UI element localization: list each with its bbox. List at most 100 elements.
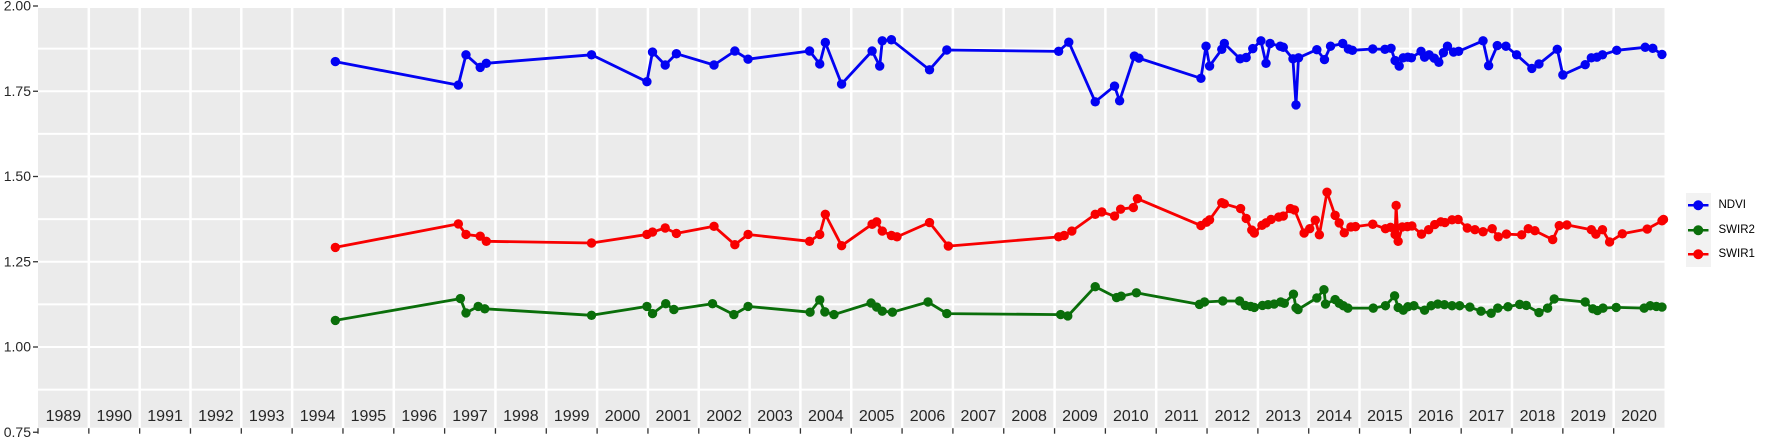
series-point-ndvi — [1534, 59, 1544, 69]
series-point-ndvi — [804, 46, 815, 56]
series-point-ndvi — [461, 50, 471, 60]
y-axis-tick-label: 1.00 — [4, 339, 31, 355]
series-point-swir1 — [1562, 220, 1572, 230]
series-point-ndvi — [1648, 43, 1658, 53]
legend: NDVI SWIR2 SWIR1 — [1686, 193, 1755, 267]
series-point-ndvi — [1442, 41, 1453, 51]
x-axis-year-label: 2016 — [1418, 408, 1454, 425]
series-point-swir1 — [1330, 210, 1340, 221]
series-point-swir1 — [943, 241, 954, 251]
series-point-swir1 — [730, 240, 740, 250]
series-point-swir1 — [1115, 204, 1126, 214]
legend-key-point — [1693, 200, 1704, 211]
series-point-ndvi — [1109, 81, 1120, 91]
series-point-swir1 — [1350, 221, 1361, 232]
series-point-swir2 — [877, 306, 887, 316]
x-axis-year-label: 2001 — [656, 408, 692, 425]
series-point-swir2 — [455, 293, 466, 304]
series-point-swir1 — [1322, 187, 1332, 197]
series-point-swir2 — [820, 307, 830, 317]
series-point-ndvi — [660, 60, 670, 70]
x-axis-year-label: 2018 — [1520, 408, 1556, 425]
series-point-swir1 — [1059, 230, 1069, 241]
series-point-swir2 — [1343, 303, 1353, 313]
series-point-ndvi — [1196, 73, 1206, 83]
x-axis-year-label: 2009 — [1062, 408, 1098, 425]
legend-label: NDVI — [1718, 199, 1746, 211]
series-point-swir1 — [1440, 217, 1450, 228]
x-axis-year-label: 2011 — [1164, 408, 1199, 425]
series-point-swir1 — [1249, 228, 1260, 238]
series-point-ndvi — [481, 58, 492, 68]
series-point-swir2 — [707, 298, 718, 309]
series-point-ndvi — [1478, 36, 1488, 46]
series-point-swir1 — [1391, 200, 1401, 211]
series-point-ndvi — [1347, 45, 1358, 56]
series-point-swir2 — [1542, 303, 1553, 313]
series-point-swir2 — [1580, 297, 1590, 307]
series-point-ndvi — [586, 50, 597, 60]
series-point-swir2 — [743, 301, 753, 312]
x-axis-year-label: 2017 — [1469, 408, 1505, 425]
series-point-swir2 — [1199, 297, 1210, 307]
series-point-swir1 — [481, 236, 492, 246]
series-point-ndvi — [1386, 43, 1396, 53]
series-point-ndvi — [1394, 61, 1404, 71]
series-point-swir2 — [1279, 298, 1290, 309]
series-point-swir1 — [1617, 229, 1628, 239]
series-point-swir1 — [1547, 234, 1558, 245]
x-axis-year-label: 2010 — [1113, 408, 1149, 425]
x-axis-year-label: 1999 — [554, 408, 590, 425]
series-point-ndvi — [1291, 100, 1301, 110]
series-point-ndvi — [875, 61, 885, 71]
series-point-swir2 — [1409, 301, 1419, 311]
x-axis-year-label: 1994 — [300, 408, 336, 425]
series-point-ndvi — [1278, 42, 1288, 52]
series-point-swir2 — [1319, 285, 1329, 295]
series-point-swir1 — [1305, 223, 1315, 234]
series-point-swir2 — [1454, 301, 1465, 311]
series-point-swir2 — [1218, 296, 1228, 306]
x-axis-year-label: 2013 — [1265, 408, 1301, 425]
series-point-swir1 — [1393, 236, 1403, 246]
series-point-ndvi — [1511, 50, 1522, 60]
x-axis-year-label: 2004 — [808, 408, 844, 425]
series-point-ndvi — [1312, 44, 1322, 55]
series-point-ndvi — [1256, 36, 1266, 46]
series-point-swir2 — [1419, 305, 1430, 315]
series-point-swir1 — [1493, 232, 1503, 242]
series-point-swir1 — [1132, 193, 1143, 204]
series-point-swir2 — [1293, 304, 1303, 315]
legend-entry-swir2: SWIR2 — [1686, 217, 1755, 242]
series-point-swir2 — [669, 304, 679, 315]
series-point-swir2 — [1320, 299, 1331, 309]
y-axis-tick-label: 0.75 — [4, 424, 31, 440]
series-point-ndvi — [1219, 38, 1230, 49]
series-point-swir2 — [729, 309, 739, 320]
series-point-swir1 — [709, 221, 719, 231]
series-point-swir1 — [1385, 222, 1396, 233]
series-point-swir1 — [1204, 215, 1215, 225]
series-point-swir1 — [647, 227, 658, 237]
x-axis-year-label: 2019 — [1570, 408, 1606, 425]
x-axis-year-label: 2020 — [1621, 408, 1657, 425]
series-point-ndvi — [1201, 41, 1211, 51]
series-point-swir1 — [1591, 229, 1601, 239]
x-axis-year-label: 2006 — [910, 408, 946, 425]
series-point-ndvi — [1527, 63, 1537, 74]
series-point-swir1 — [1314, 230, 1325, 240]
series-point-swir2 — [330, 315, 341, 326]
series-point-swir1 — [1554, 220, 1564, 231]
series-point-swir1 — [1642, 224, 1652, 234]
series-point-swir1 — [871, 217, 882, 227]
x-axis-year-label: 1995 — [351, 408, 387, 425]
series-point-ndvi — [1064, 37, 1074, 47]
series-point-swir2 — [1521, 300, 1531, 311]
series-point-ndvi — [1580, 59, 1590, 70]
series-point-swir2 — [480, 304, 490, 314]
series-point-ndvi — [1090, 97, 1100, 107]
series-point-ndvi — [743, 54, 753, 64]
series-point-swir1 — [586, 238, 597, 248]
